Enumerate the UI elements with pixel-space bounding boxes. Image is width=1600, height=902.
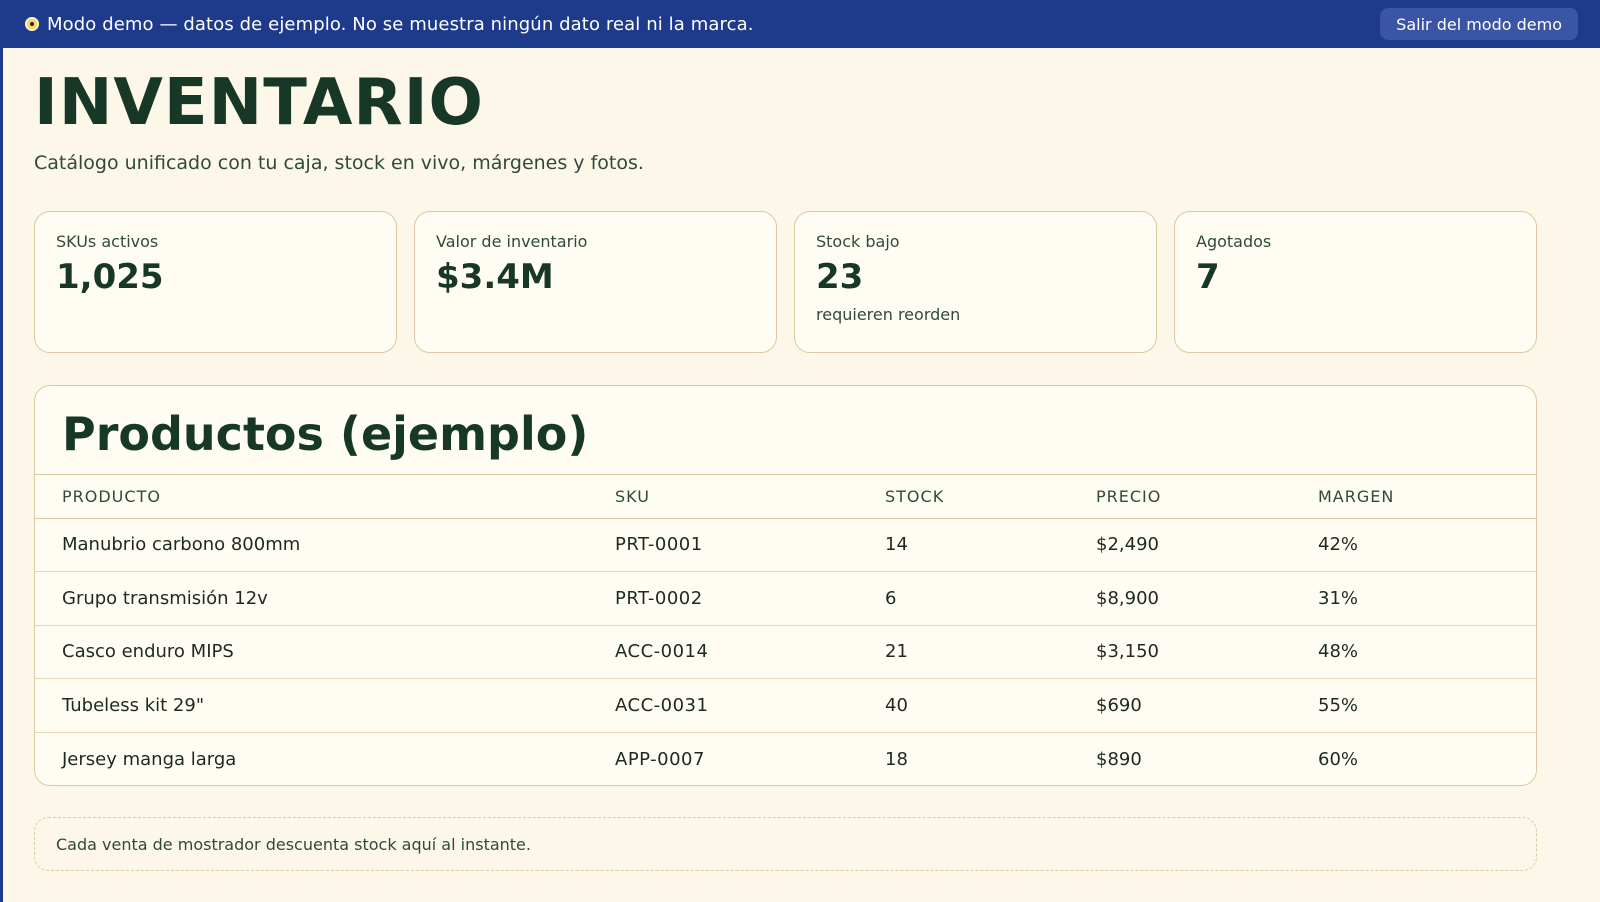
- stat-card-out-of-stock: Agotados 7: [1174, 211, 1537, 353]
- product-name: Casco enduro MIPS: [35, 625, 615, 679]
- window-edge: [0, 0, 3, 902]
- table-row[interactable]: Casco enduro MIPS ACC-0014 21 $3,150 48%: [35, 625, 1536, 679]
- stat-value: 23: [816, 257, 864, 297]
- column-header-price[interactable]: PRECIO: [1096, 475, 1318, 519]
- stat-card-active-skus: SKUs activos 1,025: [34, 211, 397, 353]
- product-name: Tubeless kit 29": [35, 678, 615, 733]
- column-header-product[interactable]: PRODUCTO: [35, 475, 615, 519]
- stats-cards: SKUs activos 1,025 Valor de inventario $…: [34, 211, 1537, 353]
- product-name: Jersey manga larga: [62, 748, 237, 770]
- products-table: PRODUCTO SKU STOCK PRECIO MARGEN Manubri…: [35, 475, 1536, 785]
- product-stock: 21: [885, 625, 1096, 679]
- products-panel: Productos (ejemplo) PRODUCTO SKU STOCK P…: [34, 385, 1537, 786]
- stat-label: Agotados: [1196, 232, 1272, 251]
- stat-card-inventory-value: Valor de inventario $3.4M: [414, 211, 777, 353]
- products-title: Productos (ejemplo): [35, 386, 1536, 475]
- column-header-sku[interactable]: SKU: [615, 475, 885, 519]
- demo-banner-text: Modo demo — datos de ejemplo. No se mues…: [47, 13, 754, 35]
- product-price: $890: [1096, 748, 1142, 770]
- product-sku: ACC-0014: [615, 625, 885, 679]
- product-name: Manubrio carbono 800mm: [35, 518, 615, 572]
- eye-icon: [25, 17, 39, 31]
- table-row[interactable]: Jersey manga larga APP-0007 18 $890 60%: [35, 732, 1536, 785]
- product-sku: PRT-0001: [615, 518, 885, 572]
- table-row[interactable]: Grupo transmisión 12v PRT-0002 6 $8,900 …: [35, 571, 1536, 626]
- stat-value: 7: [1196, 257, 1220, 297]
- table-row[interactable]: Tubeless kit 29" ACC-0031 40 $690 55%: [35, 678, 1536, 733]
- column-header-stock[interactable]: STOCK: [885, 475, 1096, 519]
- product-stock: 18: [885, 748, 908, 770]
- table-row[interactable]: Manubrio carbono 800mm PRT-0001 14 $2,49…: [35, 518, 1536, 572]
- stat-card-low-stock: Stock bajo 23 requieren reorden: [794, 211, 1157, 353]
- stat-label: Stock bajo: [816, 232, 900, 251]
- product-margin: 42%: [1318, 518, 1536, 572]
- product-price: $690: [1096, 678, 1318, 733]
- demo-banner-message: Modo demo — datos de ejemplo. No se mues…: [25, 14, 754, 35]
- product-price: $8,900: [1096, 571, 1318, 626]
- table-header-row: PRODUCTO SKU STOCK PRECIO MARGEN: [35, 475, 1536, 519]
- product-margin: 48%: [1318, 625, 1536, 679]
- stat-label: Valor de inventario: [436, 232, 588, 251]
- product-stock: 14: [885, 518, 1096, 572]
- product-stock: 40: [885, 678, 1096, 733]
- product-price: $3,150: [1096, 625, 1318, 679]
- product-margin: 55%: [1318, 678, 1536, 733]
- exit-demo-button[interactable]: Salir del modo demo: [1380, 8, 1578, 40]
- product-price: $2,490: [1096, 518, 1318, 572]
- product-sku: ACC-0031: [615, 678, 885, 733]
- stat-label: SKUs activos: [56, 232, 159, 251]
- demo-banner: Modo demo — datos de ejemplo. No se mues…: [3, 0, 1600, 48]
- product-name: Grupo transmisión 12v: [35, 571, 615, 626]
- stat-note: requieren reorden: [816, 305, 961, 324]
- product-margin: 60%: [1318, 748, 1359, 770]
- stat-value: $3.4M: [436, 257, 554, 297]
- product-stock: 6: [885, 571, 1096, 626]
- page-subtitle: Catálogo unificado con tu caja, stock en…: [34, 152, 644, 174]
- footer-note: Cada venta de mostrador descuenta stock …: [34, 817, 1537, 871]
- product-sku: APP-0007: [615, 748, 705, 770]
- product-margin: 31%: [1318, 571, 1536, 626]
- product-sku: PRT-0002: [615, 571, 885, 626]
- stat-value: 1,025: [56, 257, 164, 297]
- column-header-margin[interactable]: MARGEN: [1318, 475, 1536, 519]
- page-title: INVENTARIO: [34, 66, 484, 140]
